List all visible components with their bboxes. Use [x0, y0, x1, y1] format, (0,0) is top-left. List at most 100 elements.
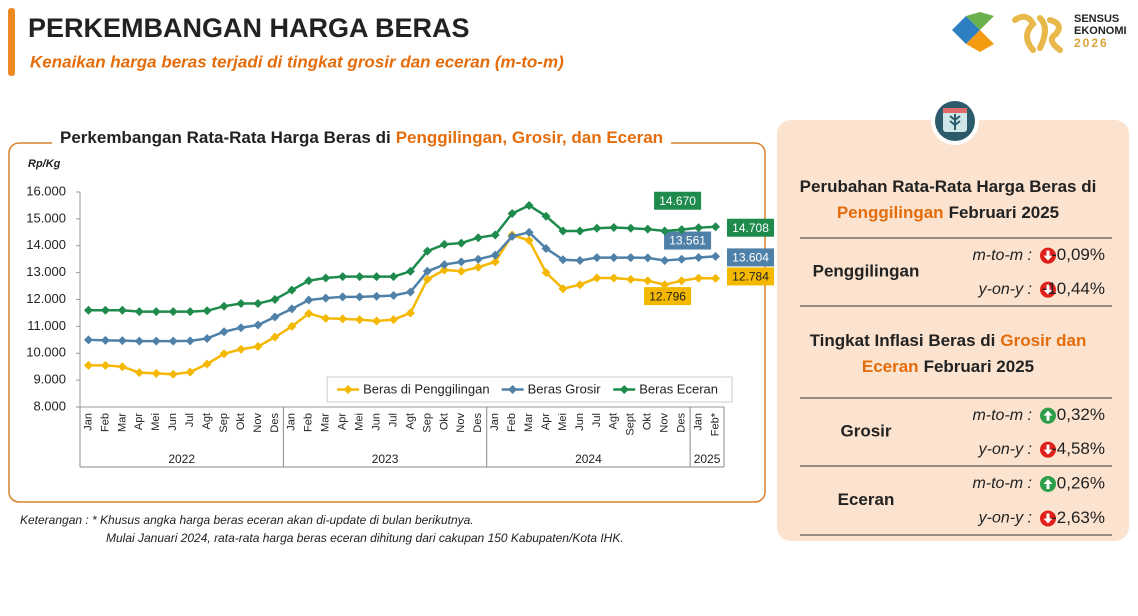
point [677, 225, 687, 235]
y-tick-label: 15.000 [26, 210, 66, 225]
point [304, 308, 314, 318]
point [626, 223, 636, 233]
legend-item: Beras Eceran [613, 381, 718, 396]
arrow-glyph [1043, 250, 1053, 261]
point [270, 312, 280, 322]
x-tick-label: Jun [167, 413, 179, 431]
point [558, 226, 568, 236]
value-label: 12.784 [732, 270, 769, 284]
x-tick-label: Sep [421, 413, 433, 433]
point [439, 265, 449, 275]
point [643, 276, 653, 286]
legend-label: Beras Eceran [639, 381, 718, 396]
point [100, 360, 110, 370]
point [541, 243, 551, 253]
point [422, 246, 432, 256]
point [524, 227, 534, 237]
x-tick-label: Feb [303, 413, 315, 432]
point [151, 307, 161, 317]
measure-value: -0,09% [1051, 245, 1105, 264]
logo-line: 2026 [1074, 36, 1109, 50]
footnote: Keterangan : * Khusus angka harga beras … [20, 513, 474, 527]
point [287, 285, 297, 295]
measure-value: 0,32% [1057, 405, 1105, 424]
point [575, 256, 585, 266]
panel-heading-highlight: Grosir dan [1000, 331, 1086, 350]
x-tick-label: Apr [133, 413, 145, 430]
point [287, 321, 297, 331]
year-label: 2022 [168, 452, 195, 466]
point [219, 349, 229, 359]
y-tick-label: 16.000 [26, 183, 66, 198]
y-tick-label: 14.000 [26, 237, 66, 252]
point [304, 276, 314, 286]
x-tick-label: Apr [540, 413, 552, 430]
point [219, 301, 229, 311]
point [694, 273, 704, 283]
point [711, 251, 721, 261]
value-label-box [654, 191, 702, 210]
x-tick-label: Des [472, 413, 484, 433]
point [694, 223, 704, 233]
x-tick-label: Agt [608, 413, 620, 430]
point [439, 239, 449, 249]
point [253, 342, 263, 352]
panel-heading: Perubahan Rata-Rata Harga Beras di [800, 177, 1097, 196]
point [338, 272, 348, 282]
legend-label: Beras di Penggilingan [363, 381, 489, 396]
point [168, 336, 178, 346]
point [185, 307, 195, 317]
panel-heading: Eceran Februari 2025 [862, 357, 1034, 376]
point [677, 254, 687, 264]
panel-heading-highlight: Penggilingan [837, 203, 944, 222]
point [422, 274, 432, 284]
x-tick-label: Apr [337, 413, 349, 430]
x-tick-label: Jun [370, 413, 382, 431]
legend-label: Beras Grosir [528, 381, 602, 396]
y-tick-label: 8.000 [33, 398, 66, 413]
y-tick-label: 10.000 [26, 345, 66, 360]
legend-item: Beras Grosir [501, 381, 602, 396]
point [558, 284, 568, 294]
x-tick-label: Des [269, 413, 281, 433]
legend-item: Beras di Penggilingan [337, 381, 490, 396]
point [558, 255, 568, 265]
point [660, 256, 670, 266]
x-tick-label: Jan [286, 413, 298, 431]
point [338, 314, 348, 324]
point [253, 320, 263, 330]
x-tick-label: Des [676, 413, 688, 433]
point [236, 344, 246, 354]
point [355, 315, 365, 325]
x-tick-label: Sept [625, 413, 637, 436]
point [270, 295, 280, 304]
value-label-box [644, 287, 692, 306]
arrow-glyph [1043, 478, 1053, 489]
chart-title: Perkembangan Rata-Rata Harga Beras di Pen… [60, 128, 663, 147]
point [168, 369, 178, 379]
point [609, 222, 619, 232]
point [592, 223, 602, 233]
point [389, 272, 399, 282]
page-title: PERKEMBANGAN HARGA BERAS [28, 13, 470, 43]
panel-heading: Penggilingan Februari 2025 [837, 203, 1059, 222]
point [524, 200, 534, 210]
point [592, 253, 602, 263]
panel-heading-part: Perubahan Rata-Rata Harga Beras di [800, 177, 1097, 196]
point [507, 231, 517, 241]
point [541, 268, 551, 278]
point [677, 276, 687, 286]
point [83, 360, 93, 370]
point [134, 307, 144, 317]
legend-box [326, 376, 733, 403]
x-tick-label: Nov [659, 413, 671, 433]
x-tick-label: Jan [82, 413, 94, 431]
point [660, 280, 670, 290]
point [287, 304, 297, 314]
measure-value: 0,26% [1057, 473, 1105, 492]
panel-heading-part: Tingkat Inflasi Beras di [810, 331, 996, 350]
point [405, 266, 415, 276]
year-label: 2025 [694, 452, 721, 466]
x-tick-label: Mei [354, 413, 366, 431]
y-tick-label: 12.000 [26, 291, 66, 306]
